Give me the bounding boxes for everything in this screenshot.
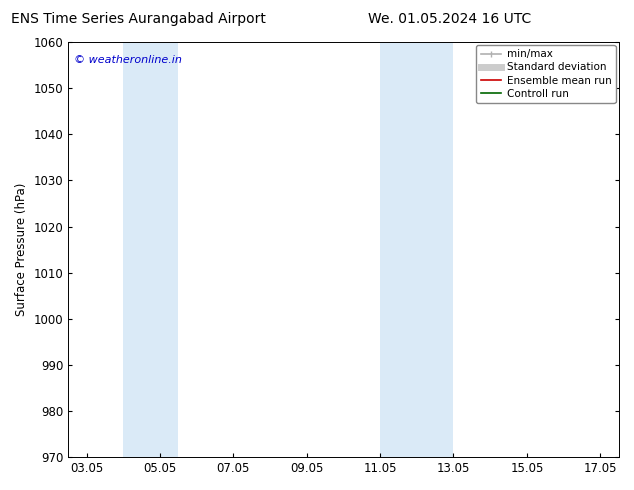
Bar (123, 42, 178, 457)
Text: We. 01.05.2024 16 UTC: We. 01.05.2024 16 UTC (368, 12, 531, 26)
Bar (380, 42, 453, 457)
Y-axis label: Surface Pressure (hPa): Surface Pressure (hPa) (15, 183, 28, 316)
Text: ENS Time Series Aurangabad Airport: ENS Time Series Aurangabad Airport (11, 12, 266, 26)
Text: © weatheronline.in: © weatheronline.in (74, 54, 181, 65)
Legend: min/max, Standard deviation, Ensemble mean run, Controll run: min/max, Standard deviation, Ensemble me… (476, 45, 616, 103)
